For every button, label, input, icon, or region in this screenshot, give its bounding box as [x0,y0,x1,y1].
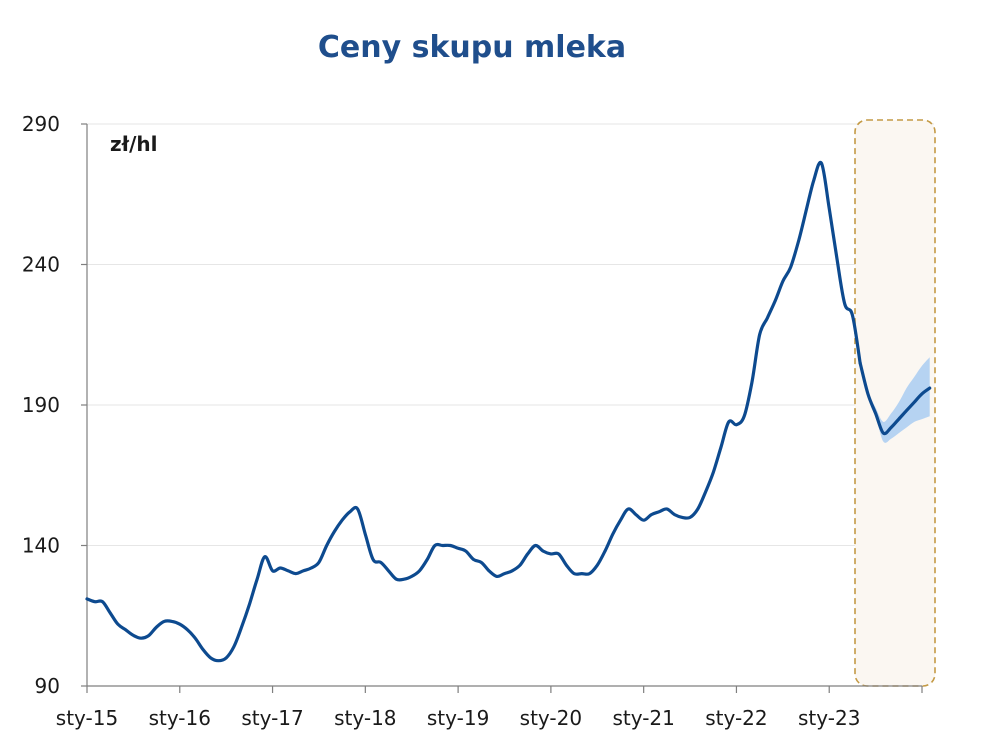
forecast-line [858,361,932,436]
y-tick-label: 140 [22,534,60,558]
y-tick-label: 240 [22,253,60,277]
x-tick-label: sty-22 [705,706,767,730]
x-tick-label: sty-19 [427,706,489,730]
x-tick-label: sty-18 [334,706,396,730]
axes [81,123,923,693]
y-tick-label: 290 [22,112,60,136]
x-tick-label: sty-20 [520,706,582,730]
x-tick-label: sty-23 [798,706,860,730]
chart-title: Ceny skupu mleka [318,30,626,65]
x-tick-label: sty-16 [149,706,211,730]
unit-label: zł/hl [110,132,157,156]
y-tick-label: 90 [35,674,60,698]
gridlines [87,123,934,546]
x-tick-label: sty-15 [56,706,118,730]
x-tick-label: sty-17 [241,706,303,730]
series-layer [85,160,932,663]
series-line [85,160,862,663]
tick-labels: 90 140 190 240 290 sty-15 sty-16 sty-17 sty-18 st… [22,112,861,730]
x-tick-label: sty-21 [612,706,674,730]
y-tick-label: 190 [22,393,60,417]
